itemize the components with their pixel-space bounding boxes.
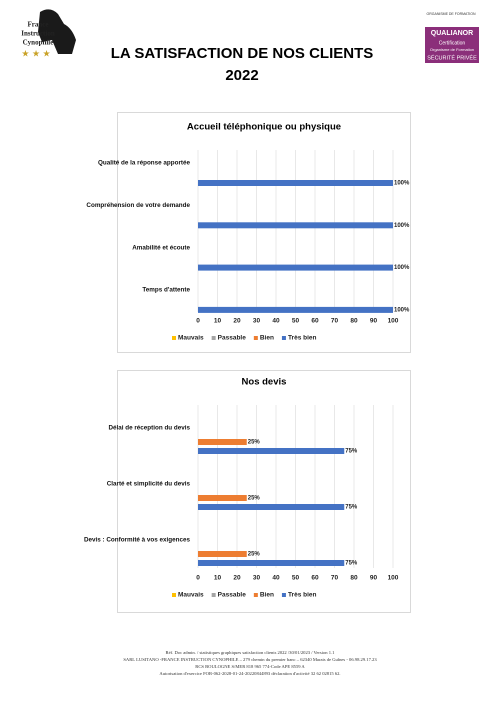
- legend-swatch: [172, 593, 176, 597]
- cert-box: [425, 27, 479, 63]
- logo-stars: ★ ★ ★: [21, 48, 50, 58]
- category-label: Qualité de la réponse apportée: [98, 160, 191, 167]
- chart-frame: [117, 112, 411, 353]
- value-label: 100%: [394, 265, 410, 271]
- legend-label: Bien: [260, 335, 274, 342]
- value-label: 75%: [345, 505, 358, 511]
- x-tick-label: 0: [196, 318, 200, 325]
- x-tick-label: 20: [233, 318, 241, 325]
- x-tick-label: 70: [331, 318, 339, 325]
- category-label: Devis : Conformité à vos exigences: [84, 537, 191, 544]
- value-label: 25%: [248, 440, 261, 446]
- bar: [198, 495, 247, 501]
- value-label: 25%: [248, 552, 261, 558]
- category-label: Délai de réception du devis: [108, 425, 190, 432]
- legend-label: Mauvais: [178, 592, 204, 599]
- value-label: 25%: [248, 496, 261, 502]
- x-tick-label: 90: [370, 318, 378, 325]
- logo-text: France: [28, 21, 49, 29]
- value-label: 100%: [394, 181, 410, 187]
- value-label: 100%: [394, 307, 410, 313]
- x-tick-label: 30: [253, 318, 261, 325]
- legend-swatch: [253, 336, 258, 340]
- legend-swatch: [172, 336, 176, 340]
- x-tick-label: 60: [311, 318, 319, 325]
- x-tick-label: 70: [331, 575, 339, 582]
- bar: [198, 180, 393, 186]
- legend-label: Bien: [260, 592, 274, 599]
- page-title: LA SATISFACTION DE NOS CLIENTS: [111, 45, 374, 62]
- chart-title: Nos devis: [242, 377, 287, 388]
- legend-swatch: [253, 593, 258, 597]
- x-tick-label: 50: [292, 575, 300, 582]
- legend-swatch: [211, 336, 216, 340]
- x-tick-label: 60: [311, 575, 319, 582]
- bar: [198, 504, 345, 510]
- legend-swatch: [211, 593, 216, 597]
- x-tick-label: 80: [350, 575, 358, 582]
- x-tick-label: 40: [272, 318, 280, 325]
- x-tick-label: 100: [388, 318, 399, 325]
- certification-logo: ORGANISME DE FORMATION QUALIANOR Certifi…: [425, 12, 479, 63]
- bar: [198, 560, 345, 566]
- category-label: Clarté et simplicité du devis: [107, 481, 191, 488]
- x-tick-label: 40: [272, 575, 280, 582]
- x-tick-label: 20: [233, 575, 241, 582]
- bar: [198, 448, 345, 454]
- x-tick-label: 80: [350, 318, 358, 325]
- legend-label: Passable: [218, 335, 247, 342]
- category-label: Amabilité et écoute: [132, 244, 190, 251]
- bar: [198, 306, 393, 313]
- bar: [198, 222, 393, 229]
- legend-label: Très bien: [288, 335, 317, 342]
- page-year: 2022: [225, 67, 258, 84]
- footer-line: SARL LUSITANO -FRANCE INSTRUCTION CYNOPH…: [123, 657, 377, 662]
- value-label: 75%: [345, 449, 358, 455]
- x-tick-label: 10: [214, 575, 222, 582]
- logo-silhouette: [38, 9, 76, 54]
- bar: [198, 551, 247, 557]
- cert-line: SÉCURITÉ PRIVÉE: [427, 54, 477, 61]
- cert-name: QUALIANOR: [431, 30, 473, 37]
- x-tick-label: 100: [388, 575, 399, 582]
- chart-frame: [117, 370, 411, 613]
- cert-caption: ORGANISME DE FORMATION: [427, 12, 476, 16]
- value-label: 100%: [394, 223, 410, 229]
- x-tick-label: 90: [370, 575, 378, 582]
- logo: France Instruction Cynophile ★ ★ ★: [21, 9, 76, 58]
- legend-label: Très bien: [288, 592, 317, 599]
- x-tick-label: 30: [253, 575, 261, 582]
- legend-label: Mauvais: [178, 335, 204, 342]
- cert-line: Certification: [439, 40, 466, 46]
- footer-line: RCS BOULOGNE S/MER 818 965 774-Code APE …: [195, 664, 305, 669]
- cert-line: Organisme de Formation: [430, 47, 474, 52]
- x-tick-label: 50: [292, 318, 300, 325]
- category-label: Temps d'attente: [142, 287, 190, 294]
- footer-line: Autorisation d'exercice FOR-062-2028-01-…: [159, 671, 340, 676]
- category-label: Compréhension de votre demande: [86, 202, 190, 209]
- bar: [198, 439, 247, 445]
- x-tick-label: 10: [214, 318, 222, 325]
- legend-swatch: [281, 593, 286, 597]
- logo-text: Instruction: [21, 30, 55, 38]
- legend-label: Passable: [218, 592, 247, 599]
- chart-title: Accueil téléphonique ou physique: [187, 122, 341, 133]
- logo-text: Cynophile: [23, 39, 54, 47]
- legend-swatch: [281, 336, 286, 340]
- x-tick-label: 0: [196, 575, 200, 582]
- footer-line: Réf. Doc admin. / statistiques graphique…: [166, 650, 336, 655]
- bar: [198, 264, 393, 271]
- value-label: 75%: [345, 561, 358, 567]
